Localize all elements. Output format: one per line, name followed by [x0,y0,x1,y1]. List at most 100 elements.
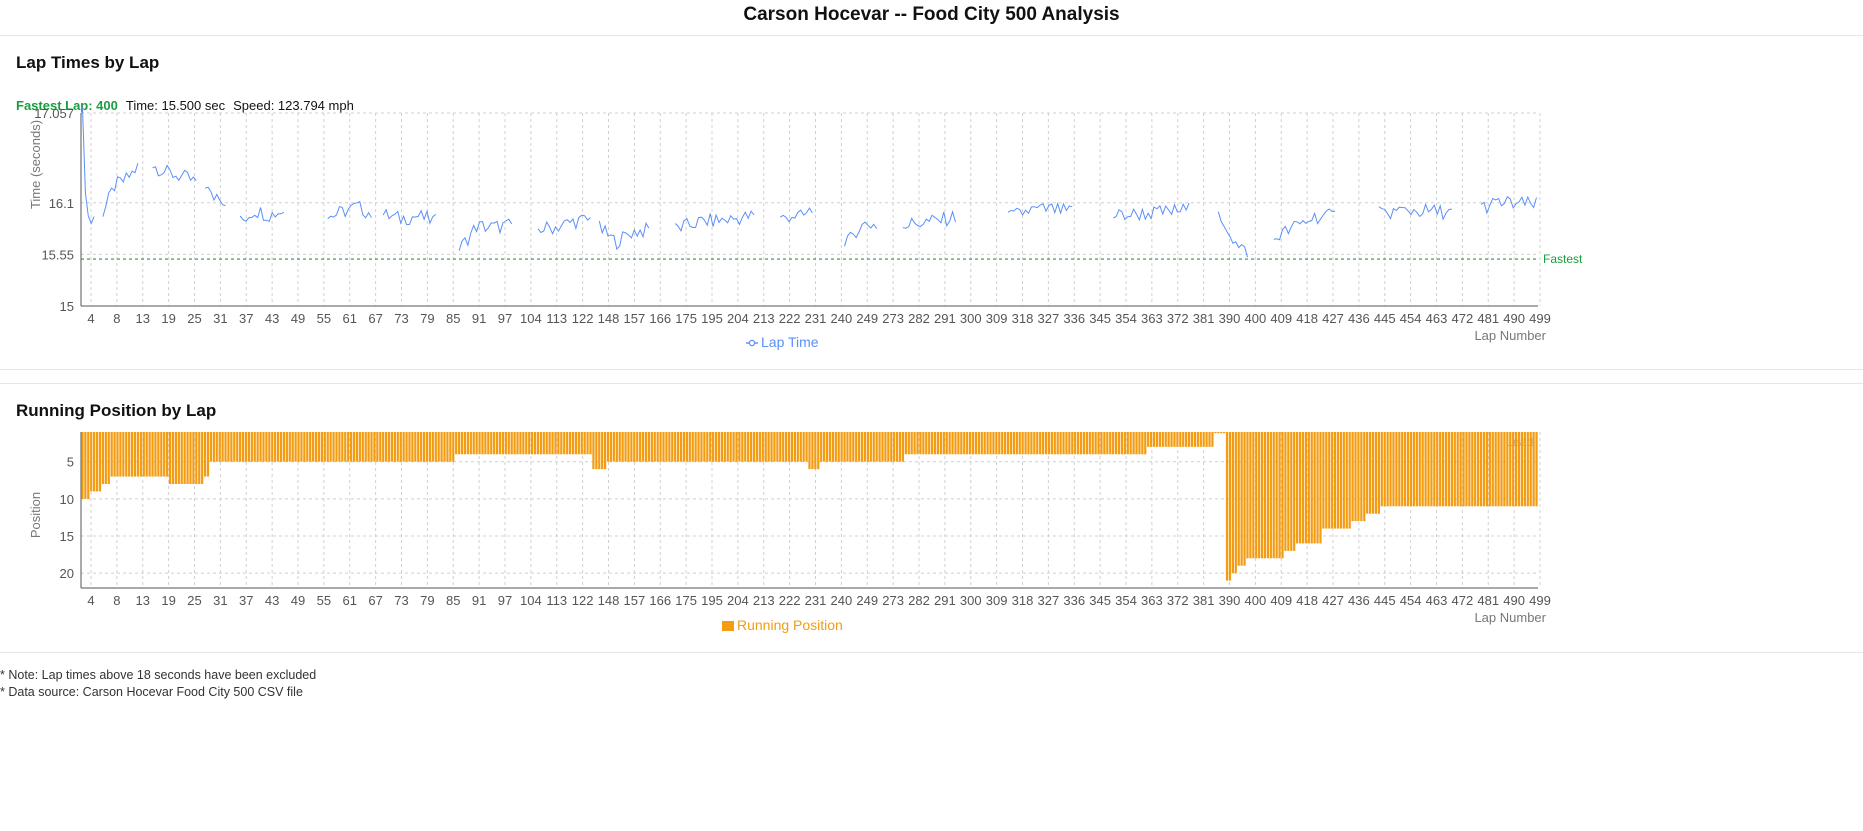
position-bar [1351,432,1354,522]
position-bar [420,432,423,462]
position-bar [805,432,808,462]
position-bar [630,432,633,462]
position-bar [787,432,791,462]
position-bar [744,432,747,462]
lap-time-series-line [82,107,95,225]
position-bar [402,432,405,462]
position-bar [644,432,648,462]
position-bar [709,432,712,462]
position-bar [1082,432,1086,455]
x-tick-label: 273 [882,593,904,608]
position-bar [1465,432,1468,507]
lap-times-title: Lap Times by Lap [16,53,160,72]
position-bar [1182,432,1185,447]
position-bar [735,432,738,462]
position-bar [1342,432,1345,529]
position-bar [1377,432,1380,514]
position-bar [1015,432,1018,455]
x-tick-label: 8 [113,593,120,608]
position-bar [329,432,332,462]
position-bar [405,432,408,462]
position-bar [539,432,542,455]
position-bar [1249,432,1252,559]
x-tick-label: 445 [1374,593,1396,608]
position-bar [1517,432,1521,507]
position-bar [1199,432,1202,447]
note-excluded: * Note: Lap times above 18 seconds have … [0,668,317,682]
x-tick-label: 97 [498,593,512,608]
position-bar [513,432,516,455]
position-bar [166,432,169,477]
position-bar [1363,432,1366,522]
position-bar [875,432,878,462]
position-bar [332,432,335,462]
x-tick-label: 363 [1141,311,1163,326]
position-bar [1331,432,1334,529]
position-bar [271,432,274,462]
position-bar [1047,432,1051,455]
x-tick-label: 409 [1270,311,1292,326]
position-bar [1164,432,1167,447]
x-tick-label: 4 [87,593,94,608]
position-bar [139,432,142,477]
position-bar [767,432,770,462]
position-bar [653,432,656,462]
position-bar [180,432,183,484]
position-bar [93,432,96,492]
position-bar [1503,432,1506,507]
position-bar [1468,432,1471,507]
x-tick-label: 300 [960,593,982,608]
position-bar [656,432,659,462]
position-bar [1217,432,1220,434]
position-bar [1395,432,1398,507]
y-axis-title: Time (seconds) [28,120,43,209]
position-bar [1237,432,1240,566]
position-bar [268,432,271,462]
position-bar [685,432,688,462]
x-tick-label: 231 [805,311,827,326]
position-bar [855,432,858,462]
position-bar [1293,432,1296,551]
position-bar [1296,432,1299,544]
position-bar [1281,432,1284,559]
x-tick-label: 113 [546,593,567,608]
position-bar [820,432,823,462]
position-bar [1009,432,1013,455]
position-bar [574,432,578,455]
x-tick-label: 372 [1167,593,1189,608]
position-bar [776,432,779,462]
position-bar [557,432,560,455]
position-bar [554,432,557,455]
x-tick-label: 282 [908,593,930,608]
position-bar [688,432,691,462]
position-bar [455,432,458,455]
x-tick-label: 354 [1115,311,1137,326]
position-bar [1316,432,1319,544]
position-bar [531,432,534,455]
position-bar [1176,432,1179,447]
position-bar [428,432,432,462]
lap-time-series-line [1112,202,1190,222]
position-bar [1500,432,1503,507]
position-bar [469,432,472,455]
position-bar [598,432,601,470]
position-bar [1459,432,1462,507]
position-bar [989,432,992,455]
position-bar [361,432,364,462]
position-bar [1406,432,1410,507]
position-bar [671,432,674,462]
position-bar [314,432,318,462]
lap-time-series-line [598,220,650,251]
position-bar [274,432,277,462]
position-bar [1018,432,1021,455]
position-bar [679,432,683,462]
position-bar [186,432,189,484]
position-bar [840,432,843,462]
position-bar [621,432,624,462]
position-bar [612,432,615,462]
position-bar [510,432,513,455]
position-bar [577,432,580,455]
lap-time-series-line [204,186,226,207]
position-bar [160,432,163,477]
position-bar [399,432,402,462]
